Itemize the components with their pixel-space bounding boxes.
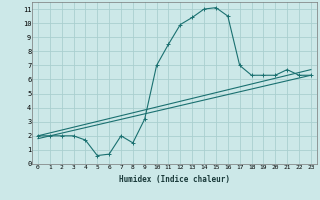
X-axis label: Humidex (Indice chaleur): Humidex (Indice chaleur) bbox=[119, 175, 230, 184]
